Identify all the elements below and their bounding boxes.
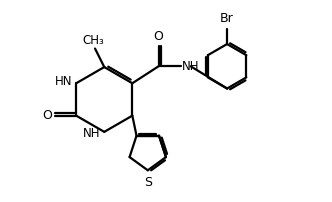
Text: S: S bbox=[144, 176, 152, 189]
Text: O: O bbox=[154, 30, 163, 43]
Text: Br: Br bbox=[220, 12, 234, 25]
Text: NH: NH bbox=[182, 60, 200, 73]
Text: CH₃: CH₃ bbox=[83, 34, 104, 47]
Text: O: O bbox=[42, 109, 52, 122]
Text: NH: NH bbox=[83, 127, 100, 140]
Text: HN: HN bbox=[55, 75, 72, 88]
